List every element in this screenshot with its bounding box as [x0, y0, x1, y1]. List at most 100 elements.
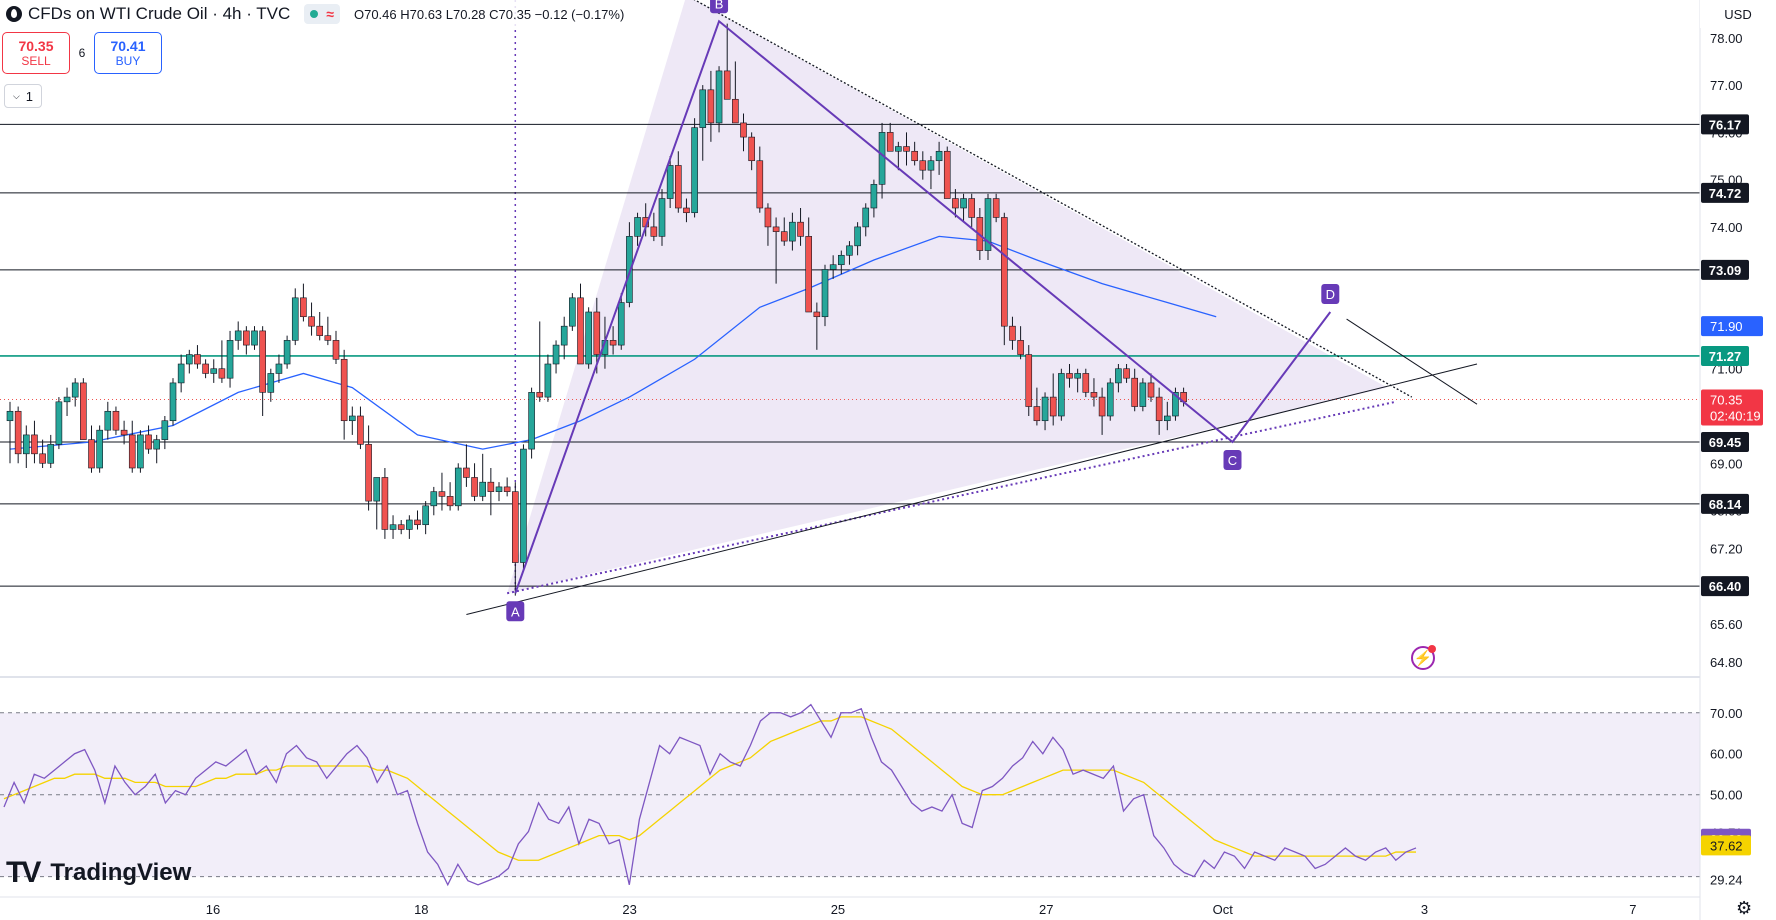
tradingview-logo[interactable]: TV TradingView: [6, 856, 191, 890]
pattern-point-label: C: [1228, 453, 1237, 468]
sell-price: 70.35: [18, 38, 54, 54]
level-price-tag: [1701, 114, 1749, 135]
candle: [365, 444, 372, 502]
x-tick-label: 27: [1039, 902, 1053, 917]
candle: [984, 198, 992, 251]
candle: [1147, 382, 1155, 398]
candle: [740, 122, 747, 138]
x-tick-label: 7: [1629, 902, 1636, 917]
candle: [1139, 382, 1147, 407]
candle: [55, 401, 63, 445]
market-status[interactable]: ≈: [304, 4, 340, 24]
candle: [691, 127, 698, 214]
candle: [340, 358, 348, 422]
sell-label: SELL: [21, 54, 51, 68]
candle: [569, 297, 576, 327]
pattern-point-badge: [710, 0, 729, 14]
candle: [520, 448, 527, 563]
candle: [797, 221, 804, 237]
candle: [275, 363, 283, 374]
candle: [821, 269, 829, 318]
candle: [886, 132, 894, 152]
chart-header: CFDs on WTI Crude Oil · 4h · TVC ≈ O70.4…: [0, 0, 631, 28]
candle: [789, 221, 796, 242]
level-price-tag: [1701, 432, 1749, 452]
candle: [854, 226, 861, 247]
candle: [895, 146, 902, 152]
candle: [316, 325, 324, 336]
level-price-tag: [1701, 259, 1749, 280]
candle: [22, 434, 30, 455]
candle: [732, 98, 739, 124]
candle: [128, 434, 136, 469]
candle: [63, 396, 71, 403]
candle: [14, 410, 22, 455]
sell-button[interactable]: 70.35 SELL: [2, 32, 70, 74]
candle: [593, 311, 601, 355]
candle: [39, 453, 46, 464]
candle: [153, 439, 160, 450]
candle: [960, 198, 967, 209]
candle: [397, 524, 405, 530]
candle: [422, 505, 429, 526]
candle: [1025, 354, 1033, 407]
candle: [1155, 396, 1163, 422]
price-axis-bg: [1700, 0, 1776, 920]
level-price-label: 73.09: [1709, 263, 1742, 278]
quantity-dropdown[interactable]: ⌵ 1: [4, 84, 42, 108]
y-tick-label: 77.00: [1710, 78, 1743, 93]
rsi-tick-label: 50.00: [1710, 788, 1743, 803]
buy-label: BUY: [115, 54, 141, 68]
gear-icon[interactable]: ⚙: [1736, 898, 1753, 918]
candle: [813, 311, 821, 318]
candle: [308, 316, 315, 327]
rsi-ma-line: [3, 716, 1416, 861]
candle: [634, 217, 641, 237]
trend-line: [1346, 318, 1478, 405]
candle: [805, 236, 813, 313]
candle: [194, 354, 201, 365]
candle: [495, 486, 503, 492]
candle: [1000, 217, 1008, 327]
candle: [780, 231, 788, 242]
candle: [1058, 373, 1065, 417]
level-price-label: 69.45: [1709, 435, 1742, 450]
candle: [837, 254, 845, 266]
candle: [764, 207, 772, 228]
price-marker-tag: [1701, 389, 1763, 426]
tv-mark-icon: TV: [6, 856, 41, 889]
candle: [251, 330, 258, 346]
triangle-fill: [507, 0, 1388, 594]
candle: [487, 481, 495, 492]
x-tick-label: 18: [414, 902, 428, 917]
currency-selector[interactable]: USD: [1700, 0, 1776, 28]
pattern-point-badge: [1321, 284, 1340, 304]
candle: [577, 297, 584, 365]
candle: [332, 340, 340, 360]
candle: [218, 368, 226, 379]
lightning-icon[interactable]: ⚡: [1411, 645, 1436, 670]
candle: [438, 491, 446, 497]
candle: [406, 519, 413, 530]
candle: [903, 146, 910, 152]
candle: [112, 410, 120, 431]
candle: [31, 434, 38, 455]
candle: [186, 354, 193, 365]
buy-button[interactable]: 70.41 BUY: [94, 32, 162, 74]
candle: [674, 165, 682, 209]
candle: [300, 297, 307, 318]
rsi-tick-label: 70.00: [1710, 706, 1743, 721]
symbol-title[interactable]: CFDs on WTI Crude Oil · 4h · TVC: [28, 4, 291, 23]
candle: [503, 486, 511, 492]
candle: [161, 420, 169, 440]
candle: [927, 160, 935, 171]
candle: [992, 198, 1000, 218]
candle: [1049, 396, 1057, 417]
market-open-dot-icon: [310, 10, 319, 18]
price-marker-label: 71.90: [1710, 319, 1743, 334]
oil-drop-icon: [6, 6, 22, 22]
pattern-point-label: D: [1326, 287, 1335, 302]
pattern-point-badge: [506, 601, 525, 622]
level-price-label: 74.72: [1709, 186, 1742, 201]
